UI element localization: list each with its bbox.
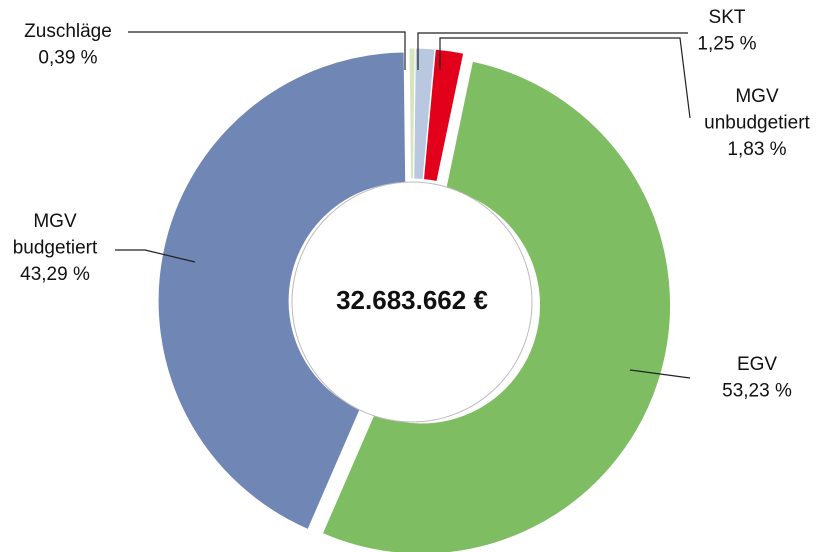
slice-label: Zuschläge 0,39 %	[24, 21, 112, 69]
leader-line	[629, 369, 691, 379]
value-label: 43,29 %	[20, 264, 90, 285]
slice	[321, 60, 672, 552]
leader-line	[128, 31, 406, 70]
slice-name: Zuschläge	[24, 21, 112, 42]
value-label: 1,25 %	[697, 34, 756, 55]
slice-label: MGV budgetiert 43,29 %	[13, 211, 98, 285]
slice-name: EGV	[737, 354, 777, 375]
slice	[422, 48, 465, 183]
slice-name: SKT	[709, 7, 746, 28]
leader-line	[417, 32, 688, 70]
donut-hole	[291, 181, 533, 423]
slice-name: MGV unbudgetiert	[704, 86, 810, 134]
leader-line	[439, 37, 691, 119]
slice-label: EGV 53,23 %	[722, 354, 792, 402]
slice-label: MGV unbudgetiert 1,83 %	[704, 86, 810, 160]
value-label: 1,83 %	[727, 139, 786, 160]
value-label: 53,23 %	[722, 381, 792, 402]
slice-label: SKT 1,25 %	[697, 7, 756, 55]
slices	[157, 47, 672, 552]
leader-line	[115, 249, 196, 263]
value-label: 0,39 %	[38, 48, 97, 69]
center-label: 32.683.662 €	[336, 285, 488, 315]
slice-name: MGV budgetiert	[13, 211, 98, 259]
slice	[157, 51, 407, 531]
